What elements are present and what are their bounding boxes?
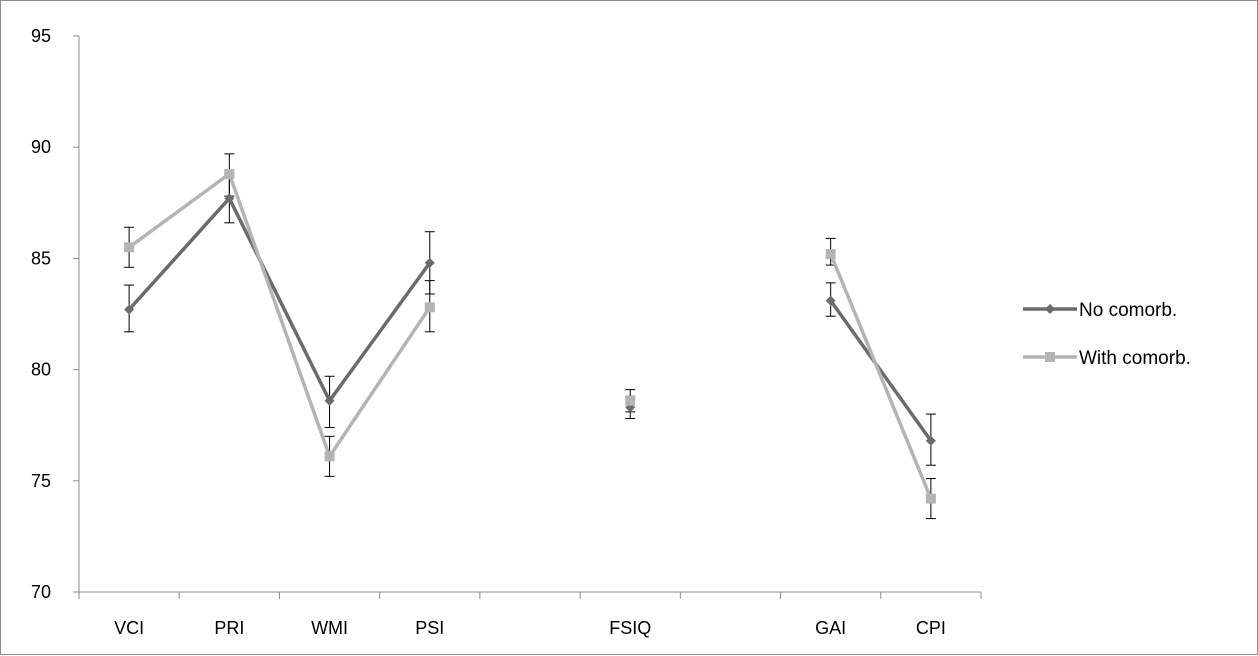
data-point [825,248,836,259]
y-tick-label: 90 [31,137,51,157]
legend-item: No comorb. [1023,300,1177,321]
series-line [128,172,432,459]
legend-label: No comorb. [1079,300,1177,321]
series-markers [124,168,936,504]
series-line [127,196,432,403]
data-point [324,395,335,406]
data-point [925,493,936,504]
data-point [424,257,435,268]
error-bars [124,153,936,520]
y-tick-label: 75 [31,471,51,491]
x-tick-label: PRI [214,618,244,638]
series-line [829,299,933,442]
legend-label: With comorb. [1079,348,1191,369]
data-point [324,451,335,462]
data-point [224,168,235,179]
x-tick-label: FSIQ [609,618,651,638]
series-line [829,253,933,500]
x-tick-label: CPI [916,618,946,638]
data-point [625,395,636,406]
x-tick-label: VCI [114,618,144,638]
x-tick-label: PSI [415,618,444,638]
data-point [825,295,836,306]
x-tick-label: GAI [815,618,846,638]
x-tick-label: WMI [311,618,348,638]
legend-item: With comorb. [1023,348,1191,369]
data-point [925,435,936,446]
legend: No comorb. With comorb. [1023,300,1191,369]
data-point [424,302,435,313]
y-tick-label: 70 [31,582,51,602]
legend-marker [1045,304,1055,314]
data-point [124,242,135,253]
data-point [224,193,235,204]
legend-marker [1045,352,1055,362]
series-lines [127,172,933,500]
y-tick-label: 95 [31,26,51,46]
axes: 70 75 80 85 90 95 VCI PRI WMI PSI FSIQ GAI CPI [31,26,982,638]
y-tick-label: 85 [31,248,51,268]
y-tick-label: 80 [31,360,51,380]
data-point [124,304,135,315]
